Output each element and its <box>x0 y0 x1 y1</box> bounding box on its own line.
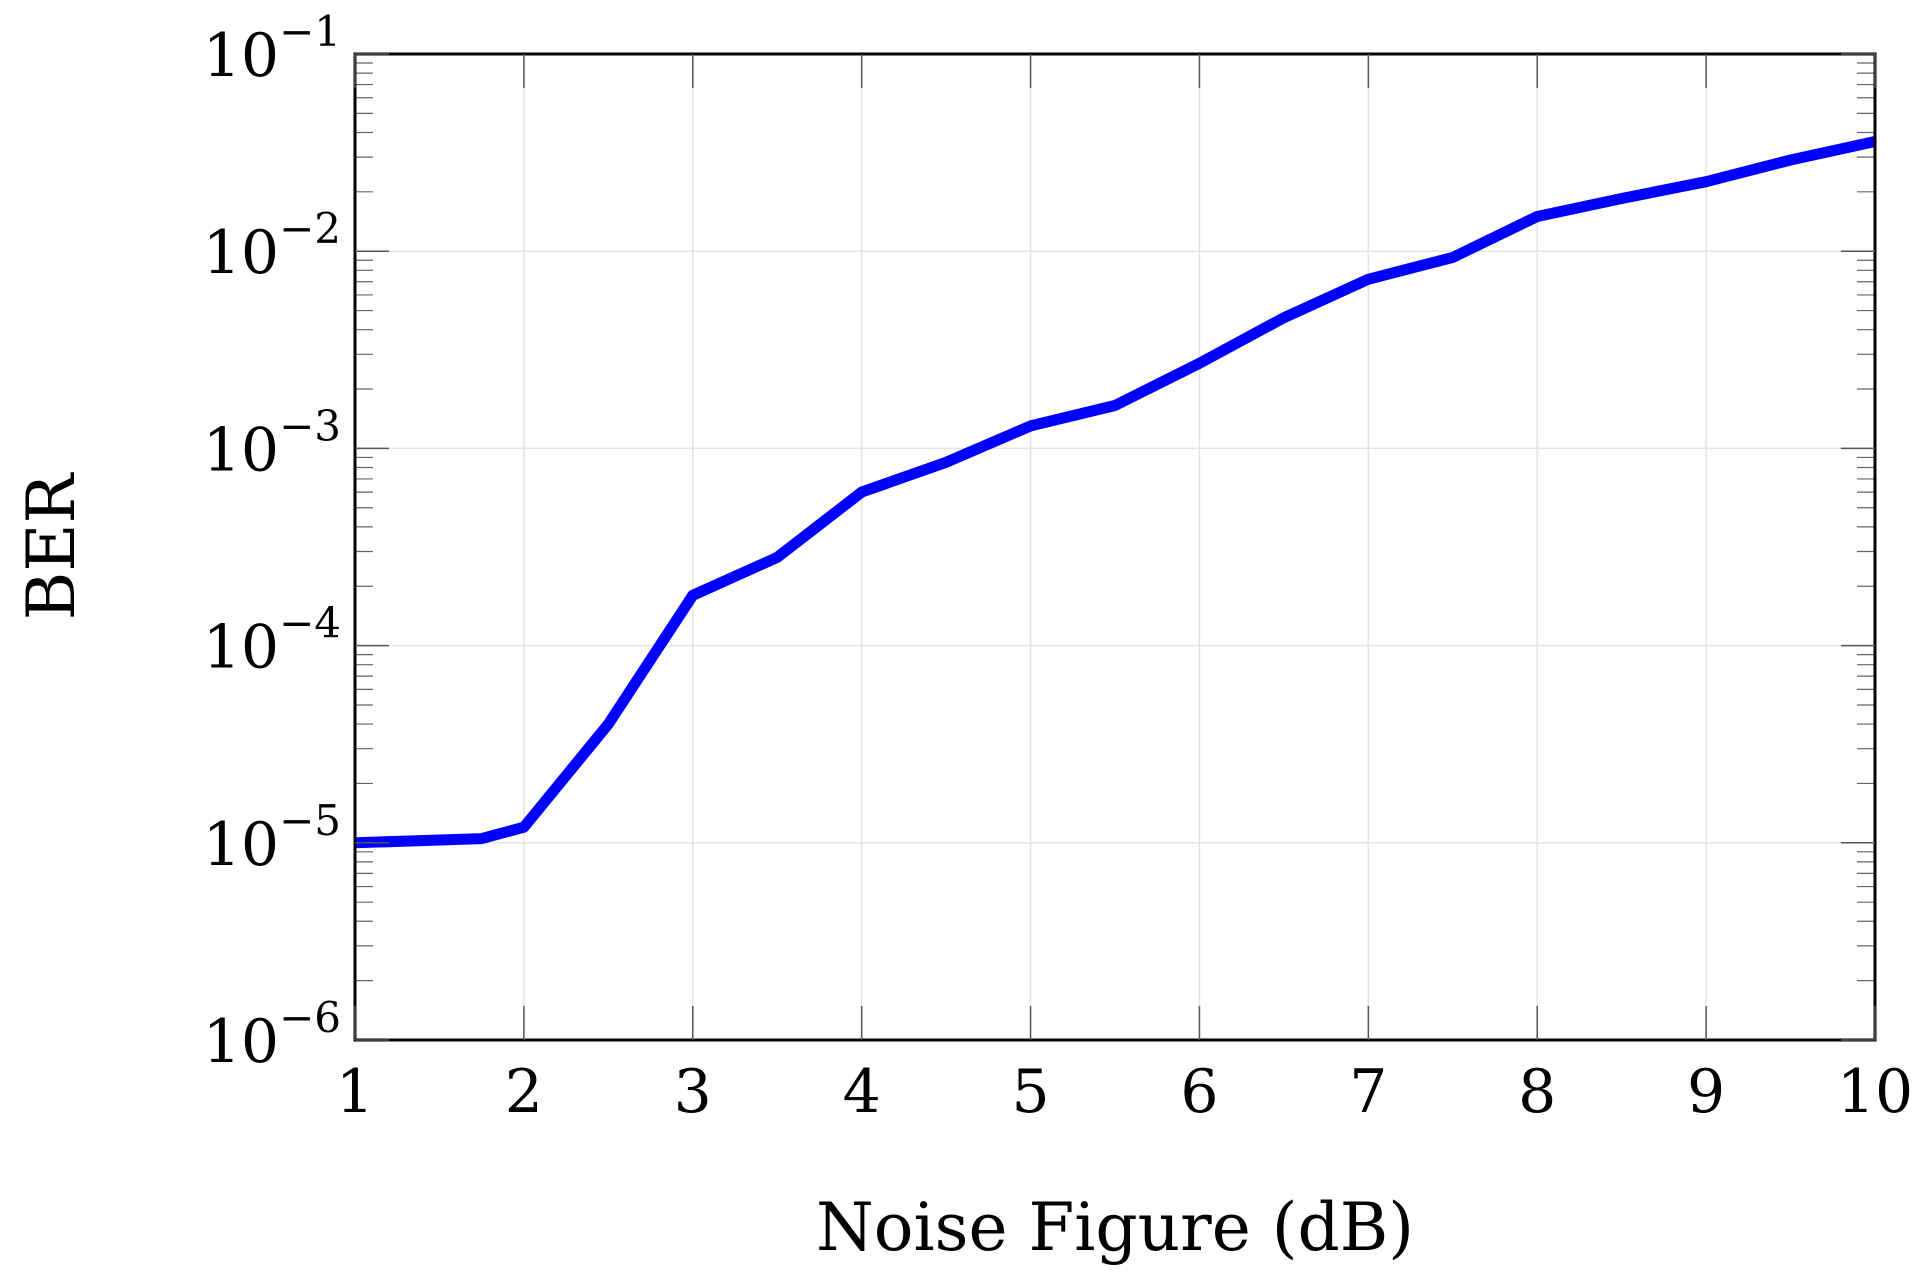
y-axis-title: BER <box>13 472 90 621</box>
y-tick-label: 10−3 <box>203 401 341 485</box>
y-tick-label: 10−6 <box>203 993 341 1077</box>
x-tick-label: 5 <box>1011 1057 1049 1127</box>
x-tick-label: 1 <box>336 1057 374 1127</box>
x-tick-label: 7 <box>1349 1057 1387 1127</box>
y-tick-label: 10−4 <box>203 599 341 683</box>
x-tick-label: 2 <box>505 1057 543 1127</box>
y-tick-label: 10−5 <box>203 796 341 880</box>
x-tick-label: 9 <box>1687 1057 1725 1127</box>
x-axis-ticks: 1 2 3 4 5 6 7 8 9 10 <box>336 54 1913 1127</box>
series-layer <box>354 136 1877 849</box>
y-tick-label: 10−1 <box>203 7 341 91</box>
x-tick-label: 10 <box>1837 1057 1913 1127</box>
grid-lines <box>355 54 1875 1040</box>
x-tick-label: 8 <box>1518 1057 1556 1127</box>
plot-frame <box>353 52 1877 1042</box>
x-tick-label: 4 <box>843 1057 881 1127</box>
minor-ticks <box>355 62 1875 982</box>
series-line-1 <box>354 136 1877 849</box>
x-tick-label: 6 <box>1180 1057 1218 1127</box>
y-tick-label: 10−2 <box>203 204 341 288</box>
x-tick-label: 3 <box>674 1057 712 1127</box>
y-axis-ticks: 10−6 10−5 10−4 10−3 10−2 10−1 <box>203 7 1875 1077</box>
x-axis-title: Noise Figure (dB) <box>816 1189 1414 1266</box>
